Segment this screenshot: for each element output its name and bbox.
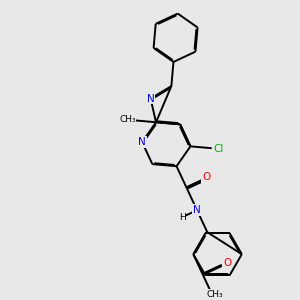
Text: CH₃: CH₃ [207, 290, 223, 299]
Text: N: N [147, 94, 154, 103]
Text: N: N [138, 137, 146, 147]
Text: O: O [223, 258, 232, 268]
Text: CH₃: CH₃ [119, 115, 136, 124]
Text: O: O [202, 172, 210, 182]
Text: Cl: Cl [214, 144, 224, 154]
Text: H: H [179, 213, 186, 222]
Text: N: N [193, 205, 201, 215]
